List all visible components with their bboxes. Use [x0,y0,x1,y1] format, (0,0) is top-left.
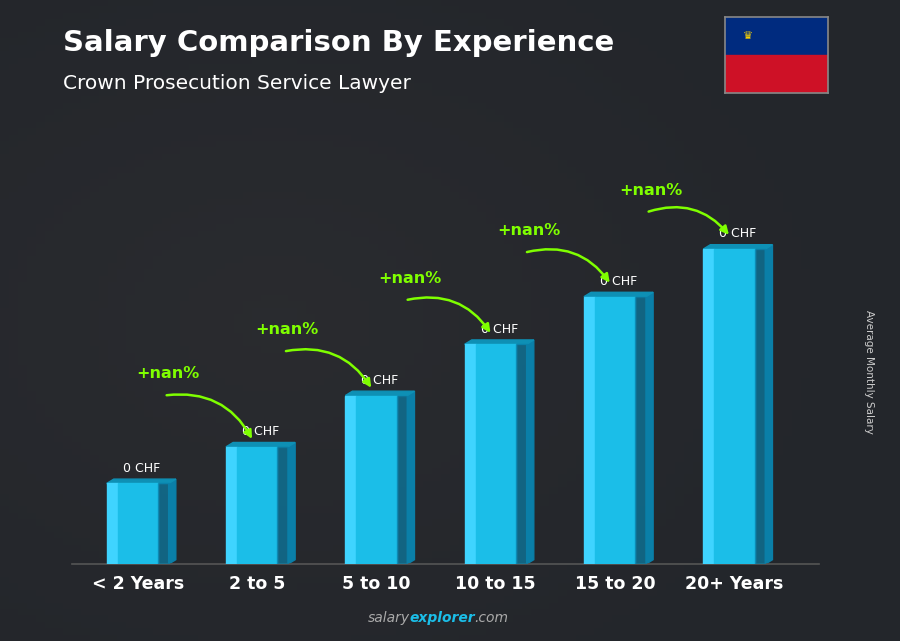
Text: Crown Prosecution Service Lawyer: Crown Prosecution Service Lawyer [63,74,411,93]
Text: +nan%: +nan% [378,271,441,286]
Text: 0 CHF: 0 CHF [361,374,399,387]
Text: 0 CHF: 0 CHF [600,275,637,288]
Bar [346,395,356,564]
Bar [476,344,516,564]
Polygon shape [288,442,295,564]
Text: 0 CHF: 0 CHF [242,425,279,438]
Bar [106,483,118,564]
Polygon shape [526,340,534,564]
Text: Average Monthly Salary: Average Monthly Salary [863,310,874,434]
Polygon shape [106,479,176,483]
Bar [356,395,397,564]
Text: +nan%: +nan% [619,183,682,198]
Polygon shape [765,245,772,564]
Bar [226,447,237,564]
Bar [397,395,408,564]
Text: 0 CHF: 0 CHF [719,228,757,240]
Bar [724,55,828,93]
Polygon shape [226,442,295,447]
Text: 0 CHF: 0 CHF [481,322,518,335]
Bar [703,249,715,564]
Polygon shape [646,292,653,564]
Bar [118,483,158,564]
Bar [595,297,635,564]
Bar [158,483,168,564]
Polygon shape [703,245,772,249]
Text: ♛: ♛ [742,31,752,41]
Text: salary: salary [367,611,410,625]
Text: explorer: explorer [410,611,475,625]
Polygon shape [346,391,415,395]
Text: 0 CHF: 0 CHF [122,462,160,475]
Text: +nan%: +nan% [498,223,561,238]
Bar [584,297,595,564]
Text: +nan%: +nan% [256,322,319,337]
Bar [516,344,526,564]
Polygon shape [464,340,534,344]
Polygon shape [584,292,653,297]
Bar [715,249,755,564]
Polygon shape [168,479,176,564]
Bar [277,447,288,564]
Bar [755,249,765,564]
Text: .com: .com [474,611,508,625]
Bar [724,17,828,55]
Text: Salary Comparison By Experience: Salary Comparison By Experience [63,29,614,57]
Text: +nan%: +nan% [136,366,199,381]
Bar [464,344,476,564]
Bar [635,297,646,564]
Polygon shape [408,391,415,564]
Bar [237,447,277,564]
